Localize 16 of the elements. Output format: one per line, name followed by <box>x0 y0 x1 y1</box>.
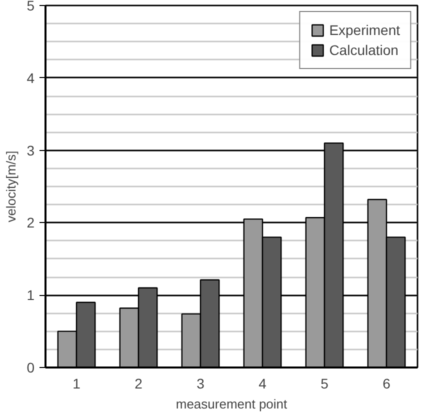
legend-label: Experiment <box>329 22 400 38</box>
x-tick-label: 5 <box>320 376 329 392</box>
y-axis-title: velocity[m/s] <box>4 150 19 222</box>
y-tick-label: 3 <box>26 142 35 158</box>
y-tick-label: 4 <box>26 70 35 86</box>
y-tick-label: 1 <box>26 287 35 304</box>
y-tick-label: 5 <box>26 0 35 14</box>
x-tick-label: 4 <box>258 376 267 392</box>
legend-label: Calculation <box>329 42 398 58</box>
x-tick-label: 6 <box>382 376 391 392</box>
x-tick-label: 3 <box>196 376 205 392</box>
x-tick-label: 1 <box>72 376 81 392</box>
x-axis-title: measurement point <box>176 396 288 412</box>
x-tick-label: 2 <box>134 376 143 392</box>
y-tick-label: 2 <box>26 214 35 231</box>
y-tick-label: 0 <box>26 360 35 376</box>
